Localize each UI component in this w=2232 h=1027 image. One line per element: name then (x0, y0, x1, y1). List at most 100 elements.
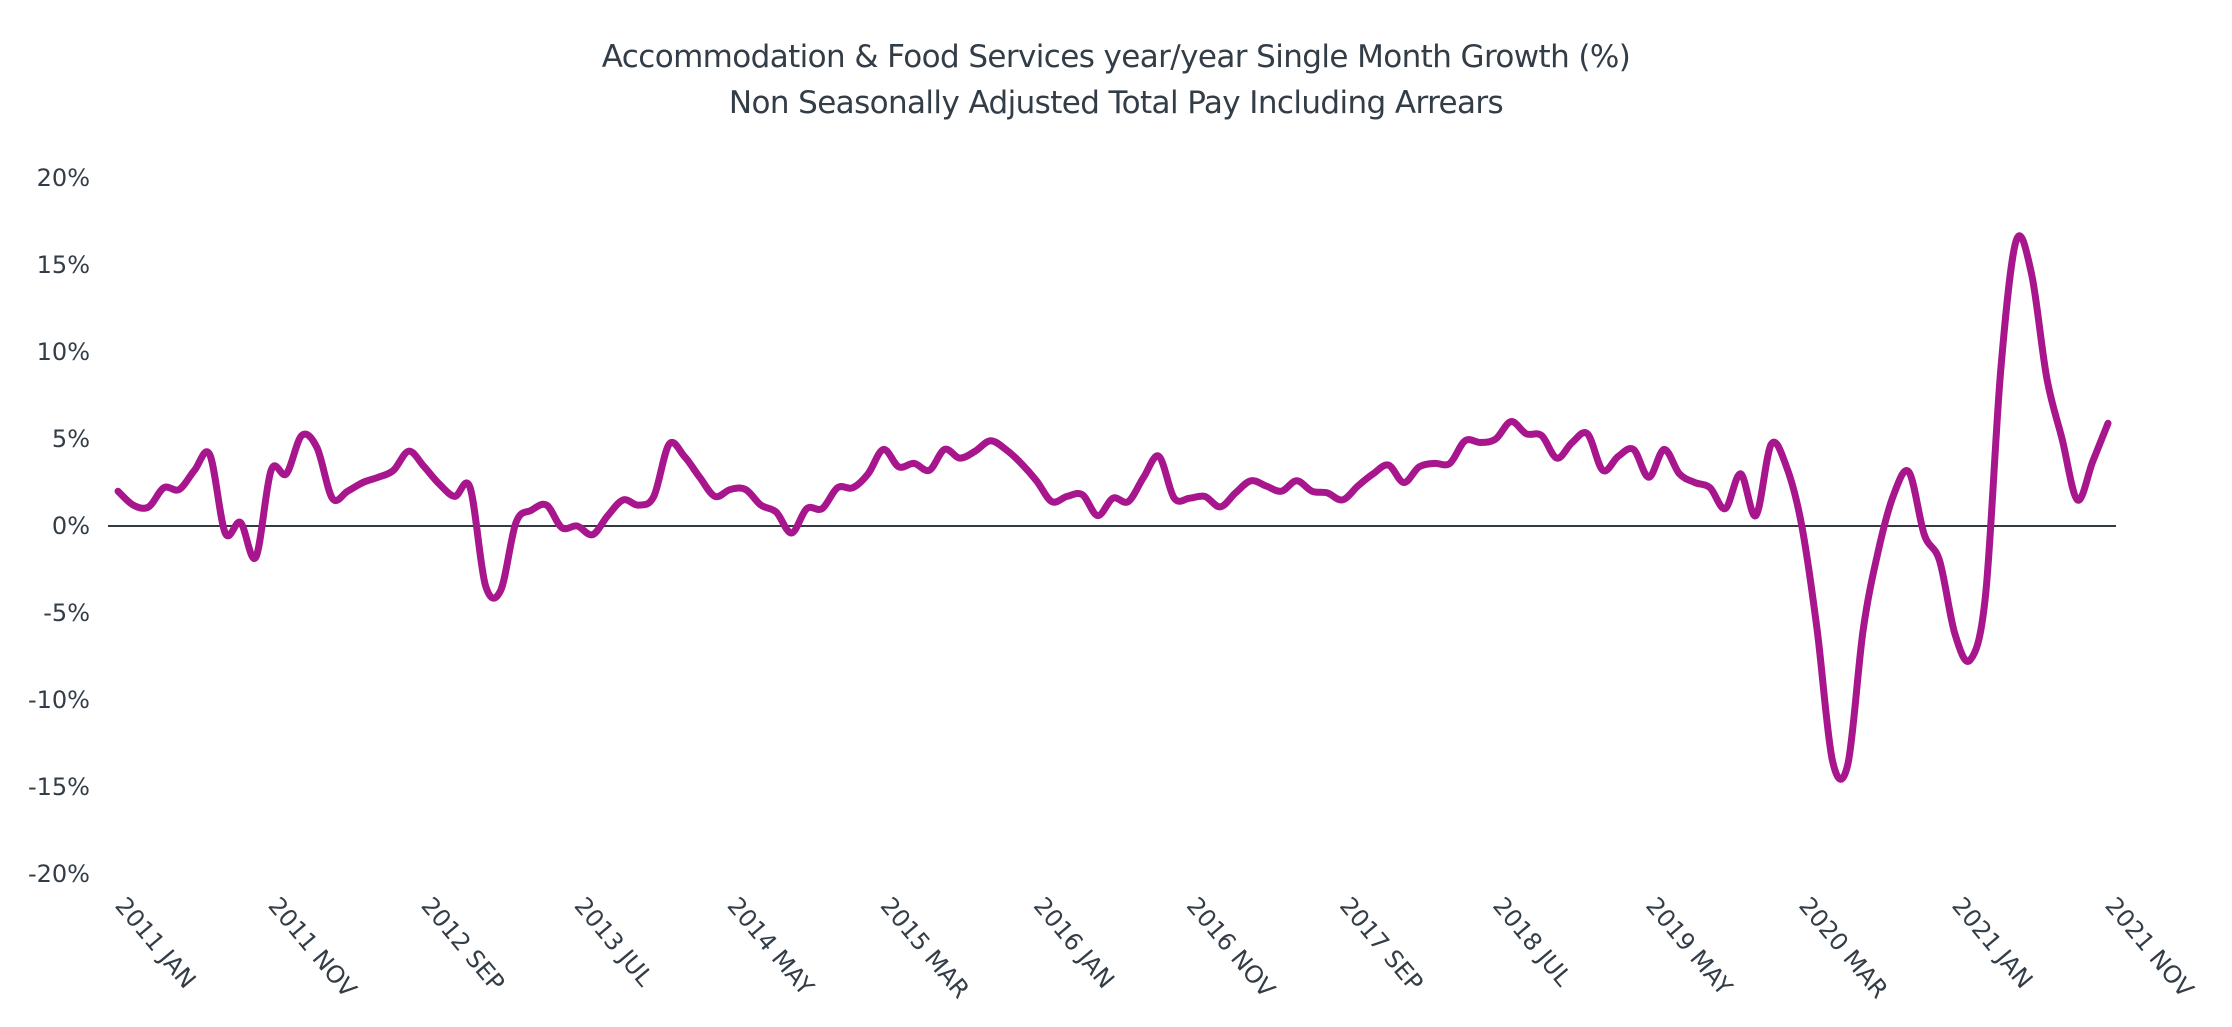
data-point (1891, 492, 1897, 498)
data-point (896, 464, 902, 470)
data-point (972, 448, 978, 454)
data-point (1034, 478, 1040, 484)
data-point (130, 502, 136, 508)
data-point (2013, 238, 2019, 244)
data-point (804, 506, 810, 512)
data-point (1340, 497, 1346, 503)
data-point (421, 464, 427, 470)
data-point (1447, 460, 1453, 466)
x-tick-label: 2014 MAY (722, 892, 820, 1001)
data-point (192, 467, 198, 473)
data-point (1646, 474, 1652, 480)
data-point (1248, 478, 1254, 484)
data-point (406, 448, 412, 454)
data-point (865, 471, 871, 477)
x-axis: 2011 JAN 2011 NOV 2012 SEP 2013 JUL 2014 MAY… (109, 892, 2199, 1004)
data-point (482, 582, 488, 588)
data-point (222, 530, 228, 536)
data-point (620, 497, 626, 503)
y-tick-label: -10% (28, 686, 90, 714)
data-point (1187, 495, 1193, 501)
data-point (942, 446, 948, 452)
data-point (727, 487, 733, 493)
data-point (1906, 469, 1912, 475)
data-point (636, 502, 642, 508)
data-point (1508, 419, 1514, 425)
y-tick-label: -15% (28, 773, 90, 801)
data-point (1983, 593, 1989, 599)
data-point (238, 520, 244, 526)
data-point (1937, 558, 1943, 564)
data-point (1125, 499, 1131, 505)
data-point (1217, 504, 1223, 510)
data-point (1692, 480, 1698, 486)
data-point (1233, 490, 1239, 496)
data-point (1432, 460, 1438, 466)
data-point (1064, 493, 1070, 499)
data-point (1171, 495, 1177, 501)
data-point (1202, 493, 1208, 499)
x-tick-label: 2011 NOV (262, 892, 362, 1004)
data-point (1784, 464, 1790, 470)
data-point (1294, 478, 1300, 484)
x-tick-label: 2017 SEP (1334, 892, 1428, 997)
data-point (2074, 497, 2080, 503)
data-point (743, 487, 749, 493)
data-point (1477, 440, 1483, 446)
data-point (1860, 627, 1866, 633)
data-point (2105, 420, 2111, 426)
data-point (283, 471, 289, 477)
data-point (605, 513, 611, 519)
chart-title-block: Accommodation & Food Services year/year … (0, 34, 2232, 126)
data-point (697, 474, 703, 480)
data-point (1539, 433, 1545, 439)
data-point (1661, 446, 1667, 452)
y-tick-label: 0% (52, 512, 90, 540)
data-point (467, 485, 473, 491)
data-point (1722, 506, 1728, 512)
data-point (1355, 483, 1361, 489)
data-point (926, 467, 932, 473)
data-point (1738, 471, 1744, 477)
data-point (1569, 440, 1575, 446)
data-point (1967, 657, 1973, 663)
data-point (590, 532, 596, 538)
data-point (299, 433, 305, 439)
data-point (1079, 492, 1085, 498)
data-point (2029, 271, 2035, 277)
data-point (1309, 488, 1315, 494)
data-point (911, 460, 917, 466)
y-tick-label: 15% (37, 251, 90, 279)
y-tick-label: -5% (43, 599, 90, 627)
data-point (1095, 513, 1101, 519)
data-point (391, 467, 397, 473)
data-point (651, 493, 657, 499)
data-point (1003, 446, 1009, 452)
data-point (1814, 627, 1820, 633)
data-point (498, 587, 504, 593)
data-point (1875, 547, 1881, 553)
data-point (207, 452, 213, 458)
y-tick-label: 10% (37, 338, 90, 366)
y-tick-label: 5% (52, 425, 90, 453)
data-point (559, 525, 565, 531)
data-point (850, 485, 856, 491)
data-point (360, 480, 366, 486)
x-tick-label: 2011 JAN (109, 892, 201, 994)
data-point (146, 504, 152, 510)
data-point (329, 495, 335, 501)
data-point (1600, 467, 1606, 473)
data-point (1921, 532, 1927, 538)
data-point (1799, 523, 1805, 529)
data-point (1278, 488, 1284, 494)
data-point (773, 509, 779, 515)
data-point (161, 485, 167, 491)
data-point (452, 493, 458, 499)
data-point (789, 530, 795, 536)
x-tick-label: 2019 MAY (1640, 892, 1738, 1001)
data-point (2044, 375, 2050, 381)
data-point (1845, 761, 1851, 767)
data-point (1263, 483, 1269, 489)
data-point (1324, 490, 1330, 496)
